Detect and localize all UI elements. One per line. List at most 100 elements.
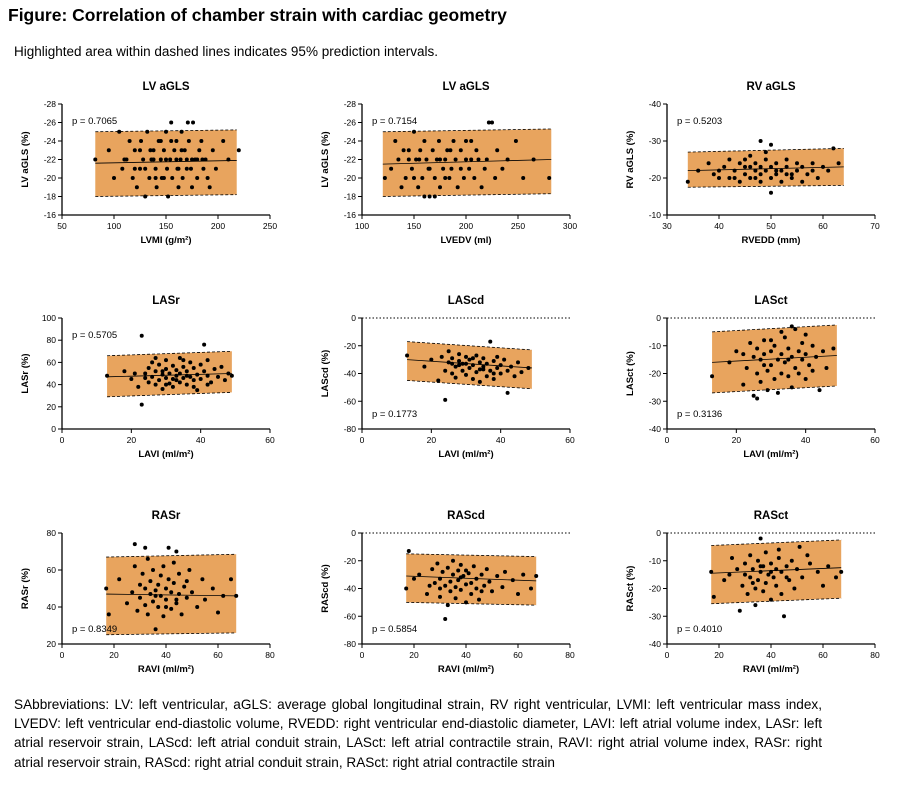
data-point [502, 357, 507, 362]
data-point [132, 564, 137, 569]
x-tick-label: 60 [565, 435, 575, 445]
prediction-upper-line [107, 350, 232, 357]
data-point [774, 172, 779, 177]
data-point [490, 589, 494, 594]
data-point [748, 164, 753, 169]
data-point [176, 185, 181, 190]
data-point [440, 569, 445, 574]
data-point [389, 166, 394, 171]
data-point [789, 324, 794, 329]
x-tick-label: 20 [109, 650, 119, 660]
data-point [789, 558, 794, 563]
data-point [216, 374, 220, 379]
data-point [741, 382, 746, 387]
data-point [172, 148, 177, 153]
y-tick-label: -18 [44, 192, 57, 202]
data-point [177, 371, 182, 376]
prediction-lower-line [95, 194, 237, 197]
y-tick-label: -30 [649, 136, 662, 146]
data-point [810, 161, 815, 166]
data-point [414, 157, 419, 162]
prediction-upper-line [382, 128, 552, 133]
y-tick-label: -24 [344, 136, 357, 146]
data-point [711, 594, 716, 599]
data-point [195, 176, 200, 180]
data-point [826, 564, 831, 569]
data-point [169, 606, 174, 611]
data-point [139, 333, 144, 338]
data-point [787, 578, 792, 583]
x-tick-label: 200 [211, 221, 225, 231]
chart-title: LASct [754, 295, 787, 307]
x-tick-label: 40 [461, 650, 471, 660]
data-point [505, 368, 510, 373]
chart-panel-rv-agls-rvedd: RV aGLS -40 -30 -20 -10 30 40 50 60 70 RVEDD (mm) R… [605, 76, 895, 251]
data-point [143, 166, 148, 171]
prediction-upper-line [106, 553, 237, 558]
data-point [171, 560, 176, 565]
data-point [513, 139, 518, 143]
chart-panel-rasr-ravi: RASr 20 40 60 80 0 20 40 60 80 RAVI (ml/m²) RASr (%… [0, 505, 290, 680]
x-tick-label: 150 [159, 221, 173, 231]
regression-line [106, 593, 237, 597]
y-tick-label: -28 [344, 99, 357, 109]
data-point [443, 617, 448, 622]
y-tick-label: 80 [47, 528, 57, 538]
data-point [797, 544, 802, 549]
data-point [774, 567, 779, 572]
y-axis-label: LASr (%) [20, 353, 31, 393]
data-point [769, 190, 773, 195]
data-point [430, 567, 435, 572]
data-point [482, 166, 487, 171]
data-point [810, 343, 815, 348]
data-point [786, 346, 791, 351]
data-point [460, 368, 465, 373]
x-tick-label: 200 [459, 221, 473, 231]
y-tick-label: 20 [47, 639, 57, 649]
prediction-lower-line [107, 391, 232, 398]
data-point [158, 593, 163, 598]
data-point [484, 567, 489, 572]
y-tick-label: -40 [649, 424, 662, 434]
data-point [476, 157, 481, 162]
data-point [132, 166, 137, 171]
y-tick-label: -22 [344, 155, 357, 165]
data-point [438, 594, 442, 599]
x-tick-label: 40 [496, 435, 506, 445]
data-point [153, 627, 158, 632]
y-tick-label: -60 [344, 396, 357, 406]
data-point [498, 363, 503, 368]
y-tick-label: 0 [351, 528, 356, 538]
data-point [727, 157, 732, 162]
data-point [488, 368, 493, 373]
prediction-lower-line [687, 185, 844, 188]
data-point [401, 148, 406, 153]
x-tick-label: 100 [107, 221, 121, 231]
data-point [711, 172, 716, 177]
data-point [153, 588, 158, 593]
data-point [179, 148, 184, 153]
data-point [529, 586, 533, 591]
chart-rascd-ravi: RAScd -80 -60 -40 -20 0 0 20 40 60 80 RAVI (ml/m²) R… [320, 510, 575, 675]
data-point [184, 373, 189, 378]
data-point [479, 572, 484, 577]
data-point [490, 120, 494, 125]
data-point [491, 377, 496, 382]
data-point [195, 388, 200, 393]
data-point [795, 161, 799, 166]
data-point [796, 349, 801, 354]
data-point [424, 157, 429, 162]
data-point [458, 575, 463, 580]
data-point [748, 553, 753, 558]
data-point [831, 146, 836, 151]
chart-title: LASr [152, 295, 180, 307]
y-tick-label: -80 [344, 639, 357, 649]
y-axis-label: RAScd (%) [320, 564, 331, 613]
data-point [161, 564, 166, 569]
data-point [464, 372, 468, 377]
data-point [685, 179, 690, 184]
y-tick-label: -30 [649, 611, 662, 621]
data-point [810, 168, 815, 173]
x-tick-label: 250 [263, 221, 277, 231]
